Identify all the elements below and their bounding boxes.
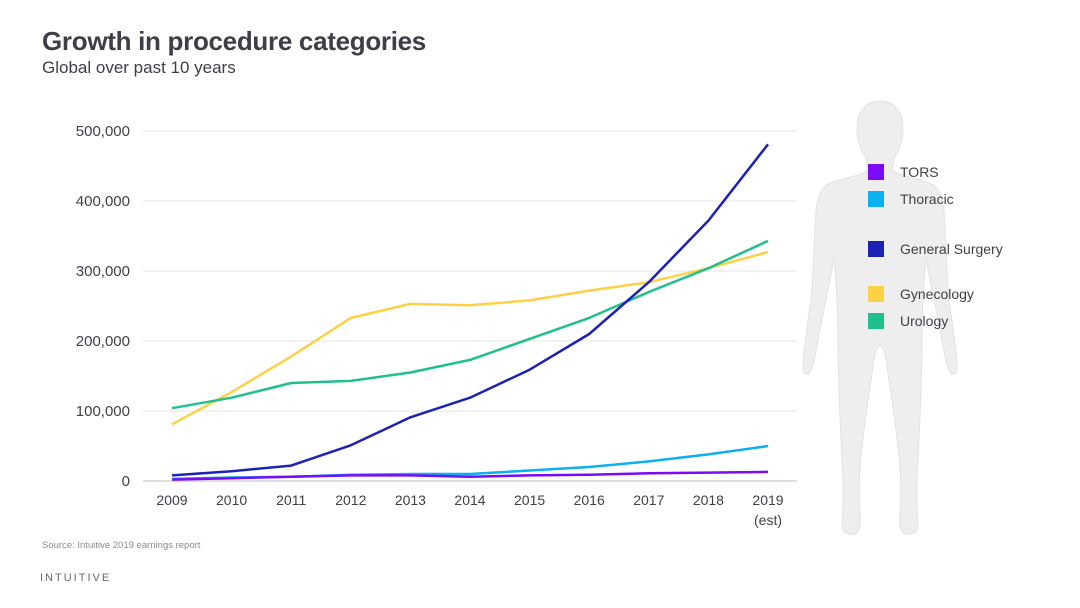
x-tick-label: 2017 <box>633 492 664 508</box>
x-tick-label: 2013 <box>395 492 426 508</box>
legend-item-tors: TORS <box>868 164 939 180</box>
x-tick-label: 2016 <box>574 492 605 508</box>
x-tick-label: 2015 <box>514 492 545 508</box>
legend-swatch <box>868 191 884 207</box>
chart-title: Growth in procedure categories <box>42 26 426 56</box>
y-tick-label: 0 <box>122 473 130 490</box>
legend-swatch <box>868 286 884 302</box>
legend-label: TORS <box>900 164 939 180</box>
x-tick-label: 2012 <box>335 492 366 508</box>
legend-item-general-surgery: General Surgery <box>868 241 1003 257</box>
legend-swatch <box>868 164 884 180</box>
legend-item-gynecology: Gynecology <box>868 286 974 302</box>
x-tick-label: 2010 <box>216 492 247 508</box>
chart-subtitle: Global over past 10 years <box>42 58 236 77</box>
x-tick-label: 2018 <box>693 492 724 508</box>
legend-swatch <box>868 241 884 257</box>
series-line-urology <box>171 239 769 410</box>
y-tick-label: 300,000 <box>76 263 130 280</box>
y-tick-label: 200,000 <box>76 333 130 350</box>
x-tick-label: 2009 <box>156 492 187 508</box>
x-tick-label: 2014 <box>454 492 485 508</box>
y-tick-label: 500,000 <box>76 123 130 140</box>
legend-label: General Surgery <box>900 241 1003 257</box>
legend-label: Urology <box>900 313 949 329</box>
series-line-general-surgery <box>171 143 769 477</box>
x-tick-sublabel: (est) <box>754 512 782 528</box>
legend-item-thoracic: Thoracic <box>868 191 954 207</box>
legend-label: Gynecology <box>900 286 974 302</box>
source-note: Source: Intuitive 2019 earnings report <box>42 540 201 551</box>
intuitive-logo: INTUITIVE <box>40 572 112 584</box>
y-tick-label: 100,000 <box>76 403 130 420</box>
x-tick-label: 2019 <box>752 492 783 508</box>
legend-swatch <box>868 313 884 329</box>
series-line-tors <box>171 470 769 481</box>
y-tick-label: 400,000 <box>76 193 130 210</box>
legend-item-urology: Urology <box>868 313 948 329</box>
series-line-gynecology <box>171 250 769 426</box>
x-tick-label: 2011 <box>276 492 306 508</box>
legend-label: Thoracic <box>900 191 954 207</box>
